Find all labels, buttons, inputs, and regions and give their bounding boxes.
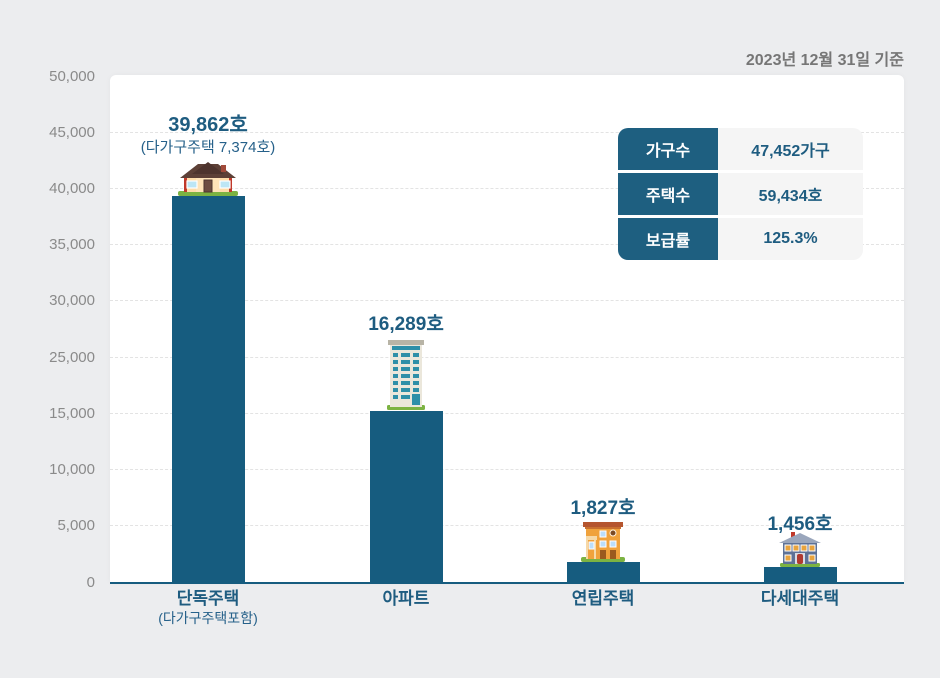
apartment-icon xyxy=(387,340,425,410)
gridline-30000 xyxy=(110,300,904,301)
category-label-rowhouse: 연립주택 xyxy=(571,589,635,608)
value-label-multiplex-house: 1,456호 xyxy=(767,514,833,535)
value-label-detached-house: 39,862호 xyxy=(168,114,248,136)
table-value-supply-rate: 125.3% xyxy=(718,218,863,260)
ytick-0: 0 xyxy=(86,574,95,591)
ytick-10000: 10,000 xyxy=(49,461,95,478)
bar-apartment xyxy=(370,411,443,582)
table-row-households: 가구수 47,452가구 xyxy=(618,128,863,170)
ytick-45000: 45,000 xyxy=(49,124,95,141)
bar-detached-house xyxy=(172,196,245,582)
ytick-50000: 50,000 xyxy=(49,68,95,85)
table-header-supply-rate: 보급률 xyxy=(618,218,718,260)
bar-multiplex-house xyxy=(764,567,837,582)
multiplex-house-icon xyxy=(779,532,821,567)
detached-house-icon xyxy=(178,162,238,196)
table-header-housing-units: 주택수 xyxy=(618,173,718,215)
table-row-supply-rate: 보급률 125.3% xyxy=(618,218,863,260)
bar-rowhouse xyxy=(567,562,640,582)
value-label-rowhouse: 1,827호 xyxy=(570,498,636,519)
ytick-40000: 40,000 xyxy=(49,180,95,197)
value-note-detached-house: (다가구주택 7,374호) xyxy=(140,139,276,156)
category-label-multiplex-house: 다세대주택 xyxy=(760,589,840,608)
gridline-5000 xyxy=(110,525,904,526)
gridline-25000 xyxy=(110,357,904,358)
table-value-households: 47,452가구 xyxy=(718,128,863,170)
as-of-date-label: 2023년 12월 31일 기준 xyxy=(745,52,904,69)
value-label-apartment: 16,289호 xyxy=(368,314,444,335)
x-axis-line xyxy=(110,582,904,584)
category-sublabel-detached-house: (다가구주택포함) xyxy=(158,610,258,626)
table-row-housing-units: 주택수 59,434호 xyxy=(618,173,863,215)
summary-table: 가구수 47,452가구 주택수 59,434호 보급률 125.3% xyxy=(618,128,863,260)
ytick-35000: 35,000 xyxy=(49,236,95,253)
ytick-30000: 30,000 xyxy=(49,292,95,309)
category-label-detached-house: 단독주택 xyxy=(176,589,240,608)
gridline-40000 xyxy=(110,188,904,189)
ytick-5000: 5,000 xyxy=(57,517,95,534)
table-value-housing-units: 59,434호 xyxy=(718,173,863,215)
gridline-35000 xyxy=(110,244,904,245)
table-header-households: 가구수 xyxy=(618,128,718,170)
category-label-apartment: 아파트 xyxy=(382,589,430,608)
gridline-10000 xyxy=(110,469,904,470)
gridline-15000 xyxy=(110,413,904,414)
gridline-45000 xyxy=(110,132,904,133)
rowhouse-icon xyxy=(581,522,625,562)
ytick-15000: 15,000 xyxy=(49,405,95,422)
ytick-25000: 25,000 xyxy=(49,349,95,366)
